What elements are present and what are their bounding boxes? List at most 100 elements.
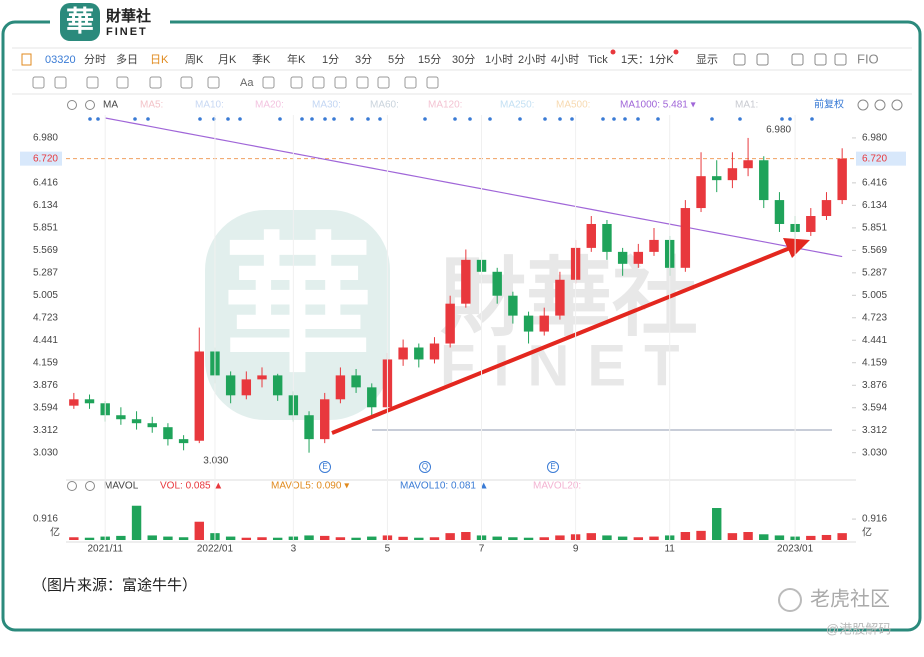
event-dot xyxy=(468,117,472,121)
volume-bar xyxy=(414,537,424,540)
y-tick-label: 3.030 xyxy=(862,447,887,458)
draw-icon[interactable] xyxy=(54,76,67,89)
candle-body xyxy=(461,259,471,304)
adjust-label[interactable]: 前复权 xyxy=(814,98,844,111)
ma-label: MA250: xyxy=(500,100,534,111)
draw-icon[interactable] xyxy=(86,76,99,89)
y-tick-label: 3.312 xyxy=(33,425,58,436)
candle-body xyxy=(131,419,142,424)
display-menu[interactable]: 显示 xyxy=(696,53,718,66)
draw-icon[interactable] xyxy=(356,76,369,89)
event-icon[interactable] xyxy=(319,461,331,473)
candle-body xyxy=(178,439,189,444)
candle-body xyxy=(445,303,455,344)
tool-label[interactable]: FIO xyxy=(857,51,879,66)
period-tab[interactable]: 3分 xyxy=(355,53,372,66)
candle-body xyxy=(257,375,267,380)
volume-bar xyxy=(586,533,596,540)
period-tab[interactable]: 日K xyxy=(150,54,169,66)
dot xyxy=(610,49,616,55)
period-tab[interactable]: Tick xyxy=(588,54,608,66)
tool-icon[interactable] xyxy=(733,53,746,66)
draw-icon[interactable] xyxy=(32,76,45,89)
draw-icon[interactable] xyxy=(180,76,193,89)
ma-label: MA1: xyxy=(735,100,758,111)
volume-bar xyxy=(759,534,769,540)
volume-bar xyxy=(712,508,722,540)
period-tab[interactable]: 2小时 xyxy=(518,53,546,66)
period-tab[interactable]: 年K xyxy=(287,52,306,66)
y-tick-label: 4.159 xyxy=(862,357,887,368)
period-tab[interactable]: 4小时 xyxy=(551,53,579,66)
event-icon[interactable] xyxy=(547,461,559,473)
period-tab[interactable]: 30分 xyxy=(452,53,475,66)
watermark-char: 華 xyxy=(223,222,373,390)
candle-body xyxy=(69,399,79,406)
candle-body xyxy=(759,160,769,201)
candle-body xyxy=(523,315,534,332)
vol-unit: 亿 xyxy=(862,526,872,539)
draw-icon[interactable] xyxy=(377,76,390,89)
event-dot xyxy=(226,117,230,121)
period-tab[interactable]: 1天：1分K xyxy=(621,53,674,66)
x-tick-label: 11 xyxy=(664,544,675,555)
caption: （图片来源：富途牛牛） xyxy=(32,576,197,594)
x-tick-label: 3 xyxy=(291,544,297,555)
trend-arrowhead xyxy=(783,238,810,258)
period-tab[interactable]: 分时 xyxy=(84,53,106,66)
draw-icon[interactable] xyxy=(207,76,220,89)
candle-body xyxy=(398,347,408,360)
period-tab[interactable]: 月K xyxy=(218,54,237,66)
volume-bar xyxy=(539,537,549,540)
candle-body xyxy=(163,427,173,440)
event-dot xyxy=(133,117,137,121)
volume-bar xyxy=(743,532,753,540)
candle-body xyxy=(367,387,377,408)
draw-icon[interactable] xyxy=(116,76,129,89)
candle-body xyxy=(320,399,330,440)
event-dot xyxy=(300,117,304,121)
draw-icon[interactable] xyxy=(426,76,439,89)
draw-text[interactable]: Aa xyxy=(240,77,254,89)
period-tab[interactable]: 1小时 xyxy=(485,53,513,66)
draw-icon[interactable] xyxy=(404,76,417,89)
draw-icon[interactable] xyxy=(312,76,325,89)
tool-icon[interactable] xyxy=(791,53,804,66)
event-dot xyxy=(570,117,574,121)
event-icon[interactable] xyxy=(419,461,431,473)
tool-icon[interactable] xyxy=(834,53,847,66)
brand-en: FINET xyxy=(106,26,148,38)
volume-bar xyxy=(492,536,502,540)
draw-icon[interactable] xyxy=(149,76,162,89)
volume-bar xyxy=(461,532,471,540)
y-tick-label: 3.030 xyxy=(33,447,58,458)
period-tab[interactable]: 季K xyxy=(252,53,271,66)
candle-body xyxy=(602,223,612,252)
candle-body xyxy=(821,200,832,217)
draw-icon[interactable] xyxy=(262,76,275,89)
volume-bar xyxy=(633,537,644,540)
event-dot xyxy=(310,117,314,121)
tool-icon[interactable] xyxy=(814,53,827,66)
period-tab[interactable]: 1分 xyxy=(322,53,339,66)
period-tab[interactable]: 15分 xyxy=(418,53,441,66)
community: 老虎社区 xyxy=(810,587,890,610)
draw-icon[interactable] xyxy=(290,76,303,89)
event-dot xyxy=(623,117,627,121)
candle-body xyxy=(116,415,126,420)
zoom-icon[interactable] xyxy=(874,99,886,111)
period-tab[interactable]: 多日 xyxy=(116,52,138,66)
ma-label: MA5: xyxy=(140,100,163,111)
x-tick-label: 2021/11 xyxy=(87,544,123,555)
zoom-icon[interactable] xyxy=(891,99,903,111)
tool-icon[interactable] xyxy=(756,53,769,66)
draw-icon[interactable] xyxy=(334,76,347,89)
period-tab[interactable]: 周K xyxy=(185,53,204,66)
ma-line xyxy=(105,117,843,258)
zoom-icon[interactable] xyxy=(857,99,869,111)
period-tab[interactable]: 5分 xyxy=(388,53,405,66)
y-tick-label: 5.005 xyxy=(862,290,887,301)
candle-body xyxy=(633,251,644,264)
event-dot xyxy=(780,117,784,121)
